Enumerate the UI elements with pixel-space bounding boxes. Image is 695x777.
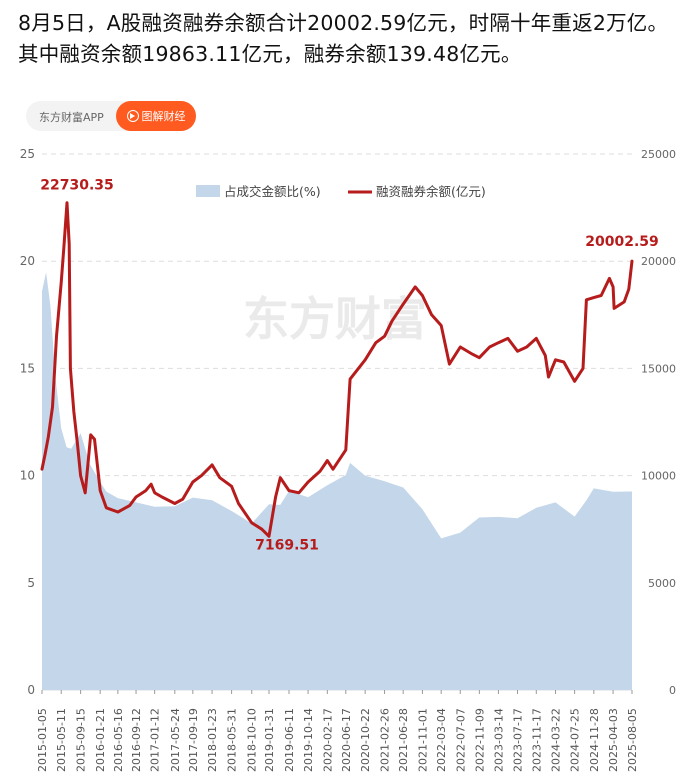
- x-tick-label: 2025-04-03: [607, 708, 620, 772]
- x-tick-label: 2015-01-05: [36, 708, 49, 772]
- x-tick-label: 2020-02-17: [321, 708, 334, 772]
- headline: 8月5日，A股融资融券余额合计20002.59亿元，时隔十年重返2万亿。其中融资…: [18, 11, 669, 66]
- left-tick-label: 15: [20, 361, 35, 375]
- x-tick-label: 2024-03-22: [550, 708, 563, 772]
- brand-bar: 东方财富APP 图解财经: [26, 101, 196, 131]
- x-tick-label: 2017-09-19: [187, 708, 200, 772]
- legend-swatch-area: [196, 185, 220, 197]
- right-tick-label: 5000: [648, 577, 676, 590]
- x-tick-label: 2015-05-11: [55, 708, 68, 772]
- annotation-label: 20002.59: [585, 234, 659, 250]
- legend: 占成交金额比(%) 融资融券余额(亿元): [196, 184, 486, 199]
- annotation-label: 22730.35: [40, 178, 114, 194]
- x-tick-label: 2016-09-12: [130, 708, 143, 772]
- x-tick-label: 2017-01-12: [149, 708, 162, 772]
- x-tick-label: 2021-11-01: [416, 708, 429, 772]
- x-tick-label: 2022-07-07: [454, 708, 467, 772]
- annotations: 22730.35 7169.51 20002.59: [40, 178, 658, 554]
- right-tick-label: 0: [669, 684, 676, 697]
- x-tick-label: 2018-01-23: [206, 708, 219, 772]
- x-tick-label: 2018-05-31: [226, 708, 239, 772]
- line-series: [40, 201, 634, 538]
- x-tick-label: 2022-03-04: [435, 708, 448, 772]
- brand-app-label: 东方财富APP: [39, 111, 104, 124]
- x-tick-label: 2023-03-14: [492, 708, 505, 772]
- x-tick-label: 2023-11-17: [530, 708, 543, 772]
- annotation-label: 7169.51: [255, 537, 319, 553]
- x-tick-label: 2020-06-17: [340, 708, 353, 772]
- x-tick-label: 2017-05-24: [169, 708, 182, 772]
- watermark: 东方财富: [243, 292, 427, 346]
- left-tick-label: 10: [20, 469, 35, 483]
- x-tick-label: 2024-07-25: [569, 708, 582, 772]
- x-tick-label: 2019-06-11: [283, 708, 296, 772]
- brand-pill: 图解财经: [116, 101, 196, 131]
- right-tick-label: 25000: [641, 148, 676, 161]
- x-tick-label: 2016-05-16: [112, 708, 125, 772]
- x-tick-label: 2018-10-10: [246, 708, 259, 772]
- x-tick-label: 2015-09-15: [75, 708, 88, 772]
- brand-pill-label: 图解财经: [141, 110, 186, 123]
- x-tick-label: 2021-02-26: [379, 708, 392, 772]
- x-tick-label: 2016-01-21: [94, 708, 107, 772]
- right-tick-label: 15000: [641, 362, 676, 375]
- legend-label-line: 融资融券余额(亿元): [376, 184, 486, 199]
- right-axis-ticks: 0 5000 10000 15000 20000 25000: [641, 148, 676, 697]
- x-tick-label: 2020-10-22: [359, 708, 372, 772]
- x-tick-label: 2024-11-28: [588, 708, 601, 772]
- x-tick-label: 2019-10-14: [302, 708, 315, 772]
- legend-label-area: 占成交金额比(%): [224, 184, 321, 199]
- x-tick-label: 2021-06-28: [397, 708, 410, 772]
- area-series: [42, 272, 632, 690]
- left-tick-label: 5: [27, 576, 35, 590]
- left-tick-label: 0: [27, 683, 35, 697]
- left-axis-ticks: 0 5 10 15 20 25: [20, 147, 35, 697]
- x-tick-label: 2019-01-31: [263, 708, 276, 772]
- x-tick-label: 2025-08-05: [626, 708, 639, 772]
- right-tick-label: 10000: [641, 470, 676, 483]
- right-tick-label: 20000: [641, 255, 676, 268]
- x-axis-ticks: 2015-01-05 2015-05-11 2015-09-15 2016-01-21…: [36, 690, 639, 772]
- x-tick-label: 2023-07-17: [512, 708, 525, 772]
- play-icon: [126, 110, 139, 122]
- x-tick-label: 2022-11-09: [473, 708, 486, 772]
- left-tick-label: 25: [20, 147, 35, 161]
- left-tick-label: 20: [20, 254, 35, 268]
